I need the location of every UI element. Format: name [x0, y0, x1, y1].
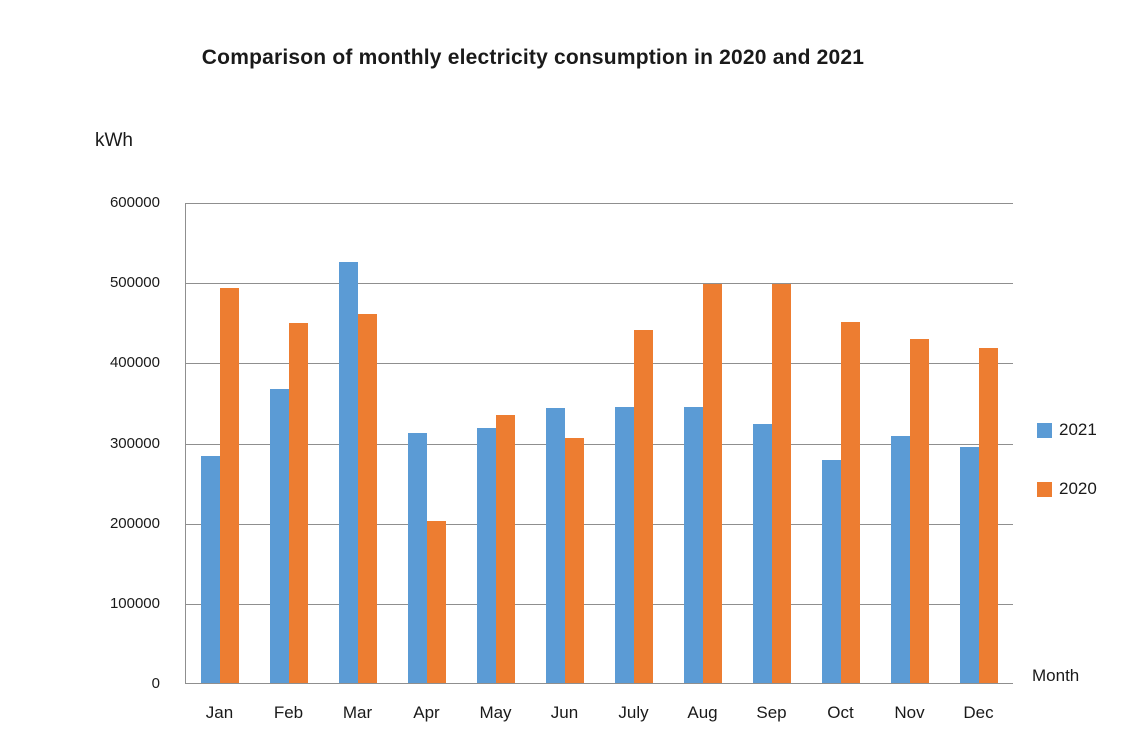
y-tick-label: 200000 [109, 514, 160, 532]
bar-2020-dec [978, 348, 998, 684]
gridline [185, 523, 1013, 525]
bar-2020-july [633, 329, 653, 684]
bar-2020-nov [909, 338, 929, 684]
bar-2021-may [476, 427, 496, 684]
bar-2020-sep [771, 284, 791, 684]
bar-2020-jan [219, 288, 239, 684]
plot-area [185, 203, 1013, 684]
bar-2021-sep [752, 424, 772, 684]
bar-2021-aug [683, 406, 703, 684]
gridline [185, 203, 1013, 204]
bar-2021-dec [959, 446, 979, 684]
legend-item-2021: 2021 [1037, 420, 1097, 440]
x-tick-label-feb: Feb [273, 703, 304, 722]
bar-2021-jan [200, 455, 220, 684]
bar-2020-jun [564, 437, 584, 684]
y-axis-unit-label: kWh [95, 130, 133, 151]
y-tick-label: 500000 [109, 274, 160, 292]
x-tick-label-july: July [618, 703, 649, 722]
bar-2020-feb [288, 323, 308, 684]
bar-2021-mar [338, 261, 358, 684]
x-tick-label-nov: Nov [894, 703, 925, 722]
legend-label-2021: 2021 [1059, 420, 1097, 439]
legend-item-2020: 2020 [1037, 479, 1097, 499]
x-tick-label-may: May [479, 703, 512, 722]
x-tick-label-oct: Oct [827, 703, 854, 722]
gridline [185, 363, 1013, 365]
y-tick-label: 100000 [109, 594, 160, 612]
bar-2020-mar [357, 313, 377, 684]
bar-2021-nov [890, 436, 910, 684]
gridline [185, 443, 1013, 445]
y-tick-label: 600000 [109, 194, 160, 211]
bar-2020-may [495, 414, 515, 684]
x-axis-label: Month [1032, 666, 1080, 685]
x-axis-line [185, 683, 1013, 684]
y-tick-label: 0 [151, 675, 160, 692]
y-axis-line [185, 203, 186, 684]
legend-label-2020: 2020 [1059, 479, 1097, 498]
x-tick-label-dec: Dec [963, 703, 994, 722]
y-tick-label: 300000 [109, 434, 160, 452]
legend-swatch-2021-icon [1037, 422, 1052, 438]
gridline [185, 283, 1013, 285]
x-tick-label-sep: Sep [756, 703, 787, 722]
gridline [185, 603, 1013, 605]
bar-2020-aug [702, 284, 722, 684]
x-tick-label-mar: Mar [342, 703, 373, 722]
bar-2021-oct [821, 459, 841, 684]
x-tick-label-jan: Jan [205, 703, 234, 722]
bar-2021-feb [269, 389, 289, 684]
bar-2020-apr [426, 521, 446, 684]
y-tick-label: 400000 [109, 354, 160, 372]
bar-2020-oct [840, 321, 860, 684]
legend-swatch-2020-icon [1037, 481, 1052, 497]
chart-title: Comparison of monthly electricity consum… [201, 46, 865, 69]
bar-2021-apr [407, 433, 427, 684]
x-tick-label-jun: Jun [550, 703, 579, 722]
x-tick-label-aug: Aug [687, 703, 718, 722]
x-tick-label-apr: Apr [413, 703, 440, 722]
bar-2021-july [614, 407, 634, 684]
bar-2021-jun [545, 408, 565, 684]
